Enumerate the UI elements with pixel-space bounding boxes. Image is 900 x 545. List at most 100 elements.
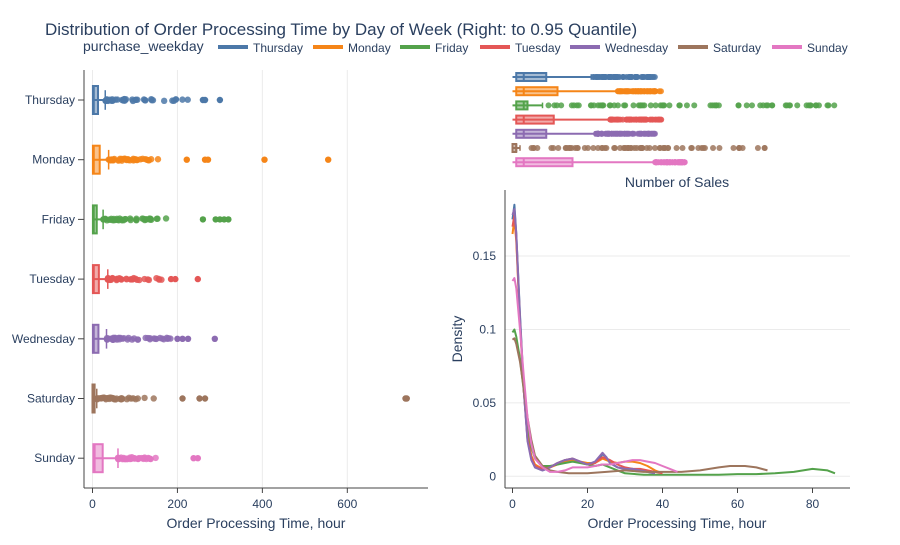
outlier-point: [179, 335, 186, 342]
outlier-point: [626, 116, 633, 123]
marginal-box-friday: [512, 100, 838, 111]
outlier-point: [604, 130, 611, 137]
left-boxplot: 0 200 400 600 Thursday Monday Friday Tuesday Wed…: [12, 70, 428, 511]
marginal-box-monday: [512, 86, 664, 97]
outlier-point: [628, 145, 635, 151]
outlier-point: [139, 215, 146, 222]
outlier-point: [639, 74, 646, 80]
x-tick-label: 0: [89, 497, 96, 511]
outlier-point: [663, 159, 670, 166]
left-box-friday: [91, 204, 232, 235]
outlier-point: [695, 145, 702, 151]
outlier-point: [152, 454, 159, 462]
outlier-point: [545, 102, 552, 109]
density-x-axis-title: Order Processing Time, hour: [588, 515, 767, 531]
outlier-point: [123, 156, 130, 164]
outlier-point: [614, 116, 621, 123]
outlier-point: [647, 102, 654, 109]
outlier-point: [109, 97, 116, 105]
outlier-point: [637, 116, 644, 123]
legend-item-label: Tuesday: [515, 41, 561, 55]
left-x-axis-title: Order Processing Time, hour: [167, 515, 346, 531]
outlier-point: [201, 96, 209, 104]
y-tick-label: 0.05: [473, 396, 497, 410]
outlier-point: [184, 96, 191, 103]
outlier-point: [630, 88, 637, 95]
outlier-point: [636, 88, 643, 95]
outlier-point: [127, 216, 134, 224]
outlier-point: [619, 116, 626, 123]
outlier-point: [683, 102, 690, 109]
outlier-point: [131, 455, 138, 462]
outlier-point: [649, 116, 656, 123]
outlier-point: [607, 74, 614, 80]
box-iqr: [515, 128, 548, 139]
x-tick-label: 600: [337, 497, 357, 511]
outlier-point: [179, 96, 186, 103]
outlier-point: [588, 102, 595, 109]
density-plot: 0 0.05 0.1 0.15 0 20 40 60 80: [473, 190, 850, 511]
outlier-point: [782, 102, 789, 109]
x-tick-label: 0: [509, 497, 516, 511]
outlier-point: [179, 395, 186, 402]
left-box-saturday: [91, 383, 410, 414]
legend: Thursday Monday Friday Tuesday Wednesday Satu…: [218, 41, 848, 55]
outlier-point: [595, 102, 602, 109]
outlier-point: [548, 145, 555, 151]
outlier-point: [647, 88, 654, 95]
outlier-point: [201, 395, 209, 402]
outlier-point: [123, 395, 131, 403]
y-tick-label: Saturday: [27, 392, 75, 406]
y-tick-label: 0.15: [473, 249, 497, 263]
outlier-point: [132, 156, 139, 163]
legend-item-label: Saturday: [713, 41, 761, 55]
outlier-point: [679, 145, 686, 151]
outlier-point: [769, 102, 776, 109]
outlier-point: [141, 394, 148, 402]
outlier-point: [199, 216, 207, 223]
outlier-point: [637, 102, 644, 109]
outlier-point: [145, 455, 153, 462]
outlier-point: [715, 102, 722, 109]
outlier-point: [606, 102, 613, 109]
outlier-point: [803, 102, 810, 109]
outlier-point: [172, 275, 179, 283]
outlier-point: [709, 102, 716, 109]
outlier-point: [324, 156, 332, 163]
outlier-point: [749, 102, 756, 109]
left-box-tuesday: [91, 264, 202, 295]
outlier-point: [710, 145, 717, 151]
outlier-point: [614, 102, 621, 109]
outlier-point: [636, 130, 643, 137]
outlier-point: [152, 335, 159, 342]
outlier-point: [633, 116, 640, 123]
legend-item-label: Monday: [348, 41, 391, 55]
outlier-point: [575, 102, 582, 109]
y-tick-label: 0.1: [479, 322, 496, 336]
marginal-box-saturday: [511, 143, 768, 153]
outlier-point: [824, 102, 831, 109]
outlier-point: [122, 215, 129, 223]
outlier-point: [649, 74, 656, 80]
marginal-boxplot: [511, 72, 838, 168]
left-box-monday: [91, 144, 332, 175]
outlier-point: [119, 395, 126, 402]
outlier-point: [630, 102, 637, 109]
y-tick-label: Friday: [42, 212, 75, 226]
outlier-point: [194, 455, 202, 462]
outlier-point: [107, 394, 114, 401]
outlier-point: [603, 145, 610, 151]
outlier-point: [174, 335, 181, 342]
legend-title: purchase_weekday: [83, 38, 204, 54]
outlier-point: [624, 88, 631, 95]
outlier-point: [146, 215, 153, 222]
box-iqr: [515, 157, 574, 168]
outlier-point: [590, 145, 597, 151]
outlier-point: [743, 102, 750, 109]
outlier-point: [169, 97, 176, 104]
outlier-point: [678, 159, 685, 166]
x-tick-label: 40: [656, 497, 670, 511]
outlier-point: [660, 102, 667, 109]
outlier-point: [595, 145, 602, 151]
